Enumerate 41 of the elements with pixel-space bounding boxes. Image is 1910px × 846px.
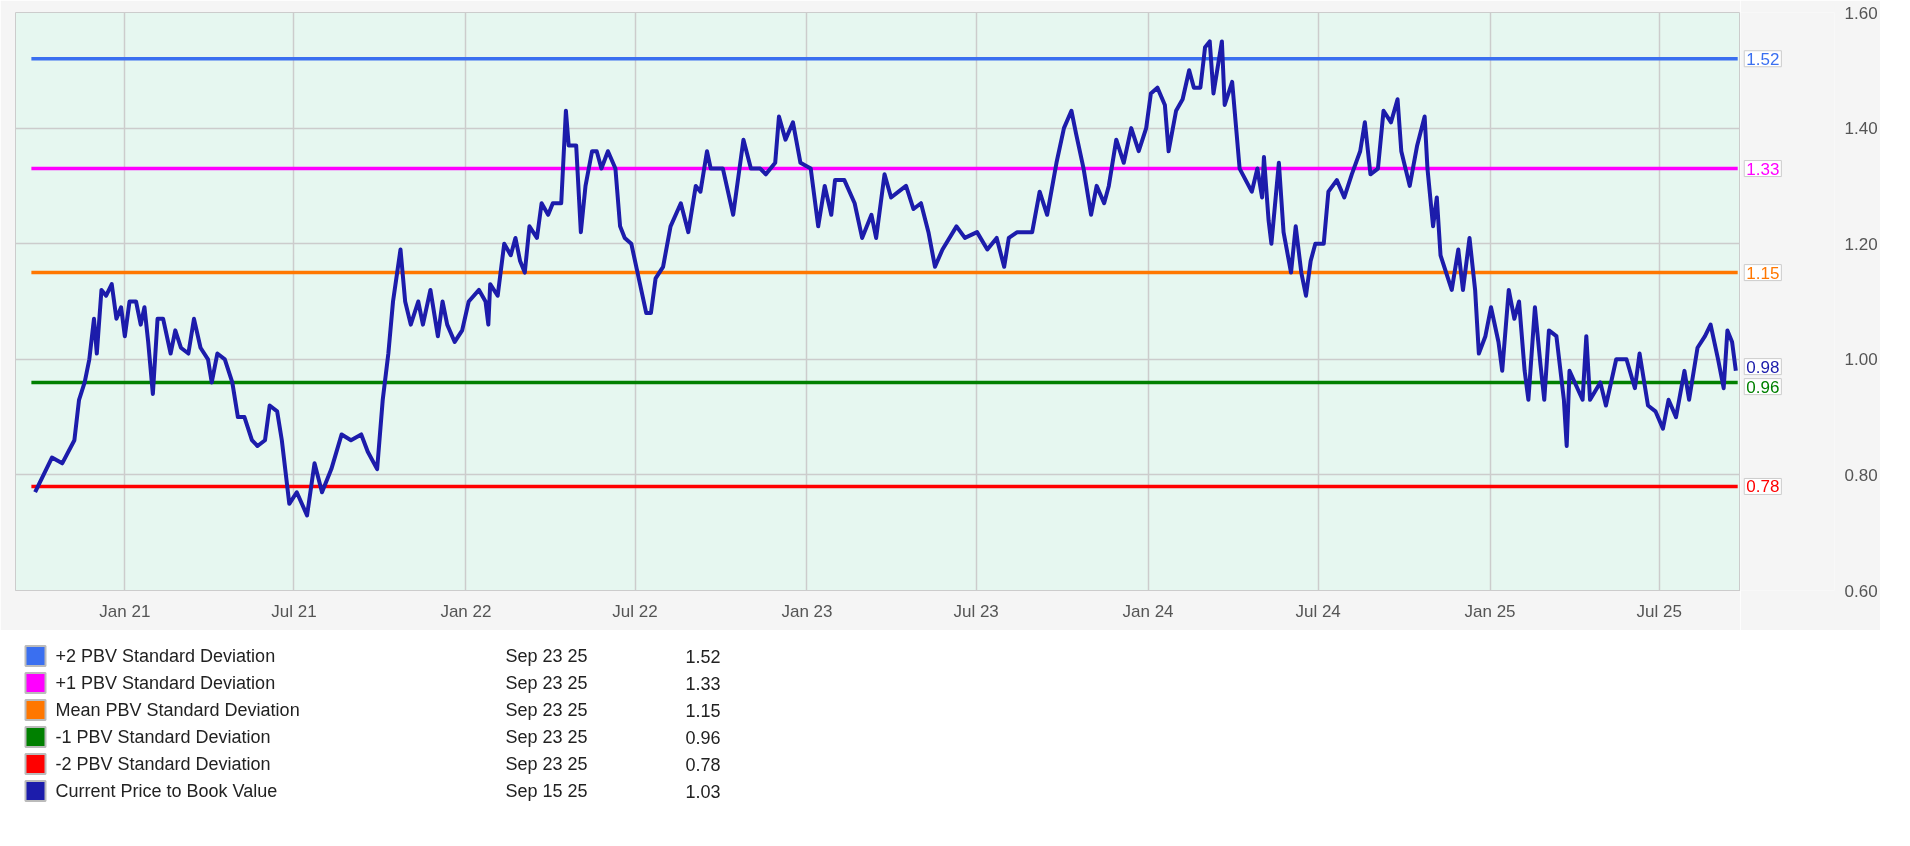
x-tick-label: Jul 24 [1295, 601, 1341, 621]
text: 1.15 [685, 700, 721, 721]
y-tick-label: 1.20 [1844, 234, 1878, 254]
y-tick-label: 1.40 [1844, 119, 1878, 139]
y-tick-label: 0.60 [1844, 581, 1878, 601]
data-label: 1.33 [1746, 159, 1780, 179]
y-tick-label: 1.00 [1844, 350, 1878, 370]
legend-label: +2 PBV Standard Deviation [55, 646, 276, 666]
x-tick-label: Jul 21 [271, 601, 317, 621]
text: Sep 23 25 [505, 673, 588, 693]
x-tick-label: Jul 25 [1636, 601, 1682, 621]
line-series [33, 39, 1738, 518]
legend-label: Mean PBV Standard Deviation [55, 700, 300, 720]
text: 1.52 [685, 646, 721, 667]
legend-label: -1 PBV Standard Deviation [55, 727, 271, 747]
text: 1.03 [685, 781, 721, 802]
x-tick-label: Jan 21 [99, 601, 151, 621]
text: Sep 23 25 [505, 646, 588, 666]
data-label: 0.96 [1746, 377, 1780, 397]
x-tick-label: Jan 23 [781, 601, 833, 621]
annotation: 0.98 [1746, 357, 1780, 377]
x-tick-label: Jul 23 [953, 601, 999, 621]
data-label: 1.15 [1746, 263, 1780, 283]
text: 1.33 [685, 673, 721, 694]
x-tick-label: Jan 24 [1122, 601, 1174, 621]
text: Sep 23 25 [505, 754, 588, 774]
legend-label: +1 PBV Standard Deviation [55, 673, 276, 693]
x-tick-label: Jan 25 [1464, 601, 1516, 621]
x-tick-label: Jan 22 [440, 601, 492, 621]
text: 0.96 [685, 727, 721, 748]
y-tick-label: 1.60 [1844, 3, 1878, 23]
legend-label: -2 PBV Standard Deviation [55, 754, 271, 774]
data-label: 0.78 [1746, 477, 1780, 497]
data-label: 1.52 [1746, 49, 1780, 69]
y-tick-label: 0.80 [1844, 465, 1878, 485]
text: 0.78 [685, 754, 721, 775]
legend-label: Current Price to Book Value [55, 781, 278, 801]
x-tick-label: Jul 22 [612, 601, 658, 621]
text: Sep 23 25 [505, 700, 588, 720]
text: Sep 15 25 [505, 781, 588, 801]
text: Sep 23 25 [505, 727, 588, 747]
